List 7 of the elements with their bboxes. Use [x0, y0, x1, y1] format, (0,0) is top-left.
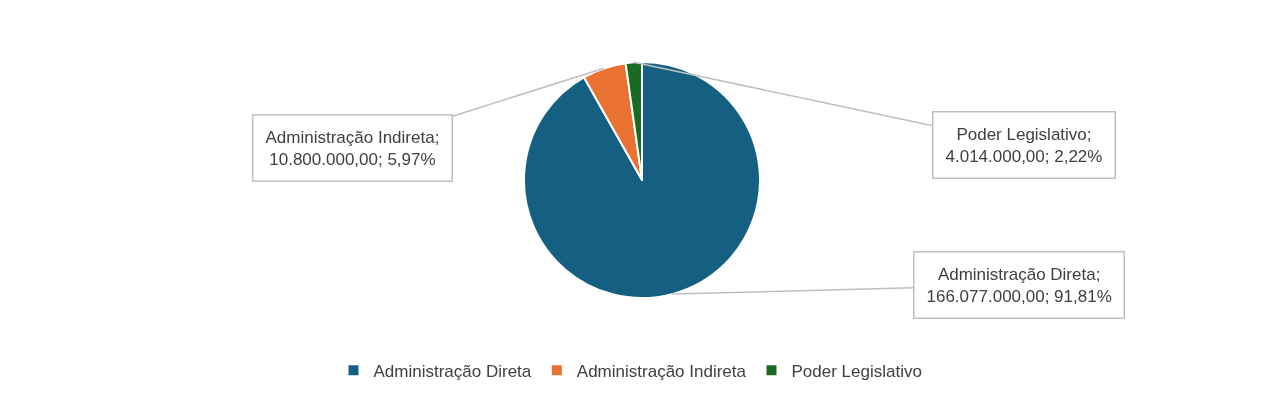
legend-label: Poder Legislativo	[791, 361, 922, 381]
data-label: Administração Direta; 166.077.000,00; 91,81%	[926, 264, 1112, 306]
legend-label: Administração Indireta	[576, 361, 747, 381]
legend-label: Administração Direta	[373, 361, 532, 381]
data-label: Administração Indireta; 10.800.000,00; 5,97%	[265, 127, 440, 169]
pie-slice	[523, 61, 761, 299]
data-label: Poder Legislativo; 4.014.000,00; 2,22%	[945, 124, 1103, 166]
